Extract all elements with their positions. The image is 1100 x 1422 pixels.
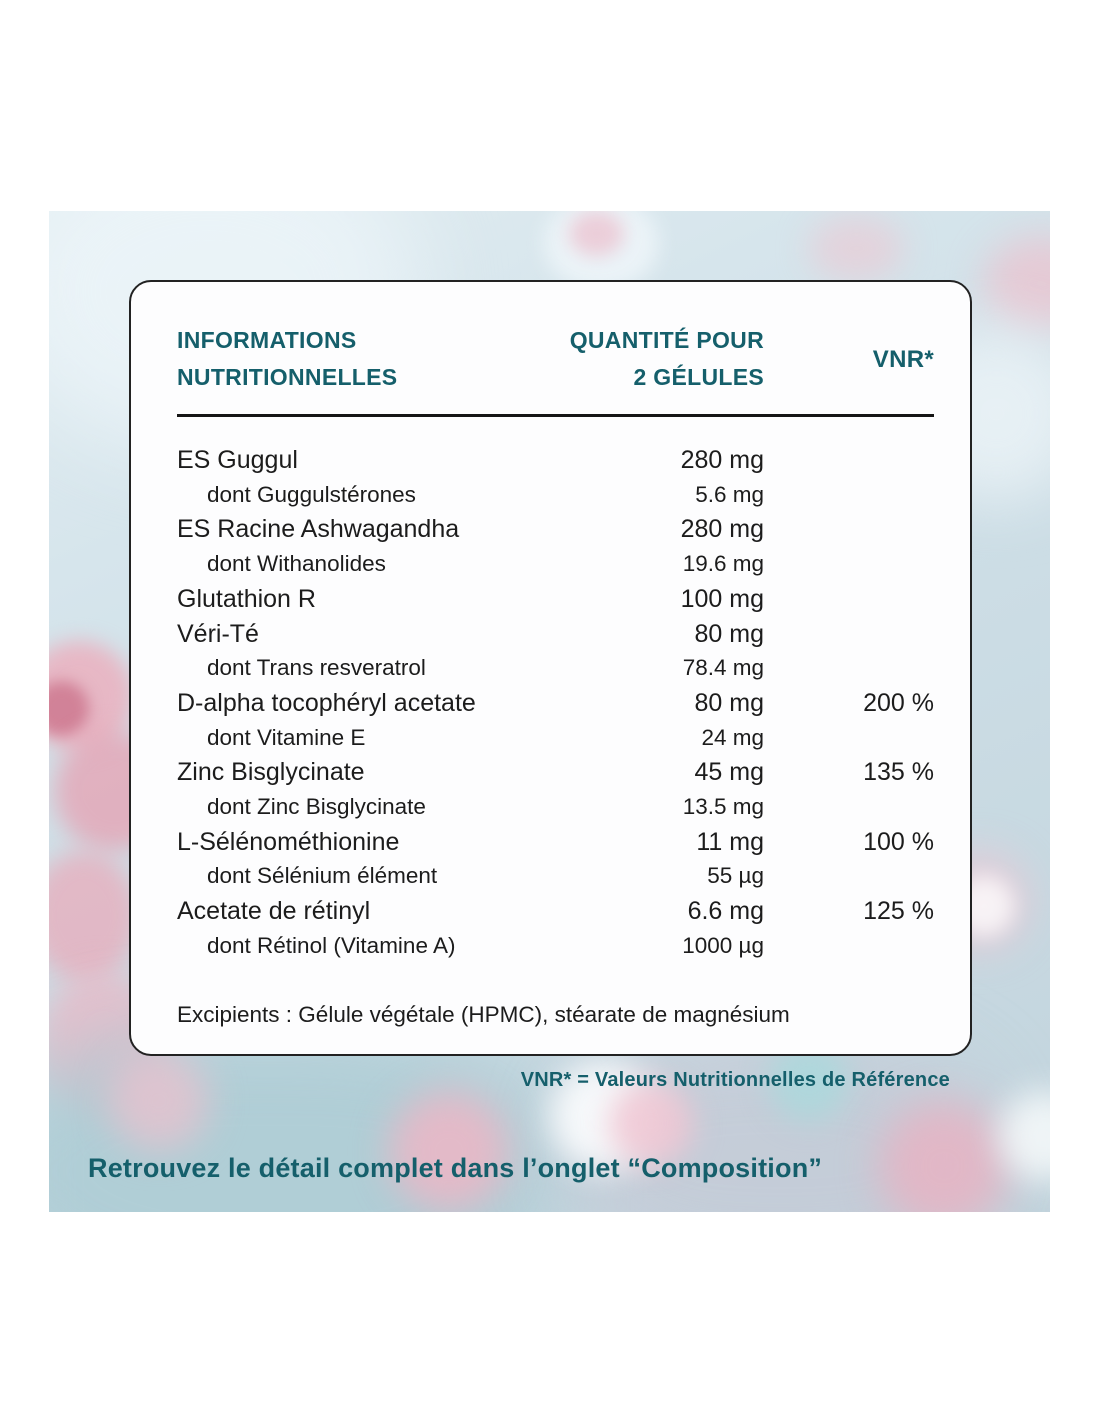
bokeh-blob — [109, 1051, 209, 1151]
molecule-sphere — [49, 851, 139, 981]
ingredient-name: D-alpha tocophéryl acetate — [177, 688, 476, 717]
ingredient-quantity: 55 µg — [707, 863, 764, 889]
ingredient-vnr-percent — [764, 582, 934, 617]
ingredient-name: dont Rétinol (Vitamine A) — [207, 932, 456, 958]
ingredient-quantity: 1000 µg — [682, 932, 764, 958]
bokeh-blob — [984, 236, 1050, 331]
table-row: Glutathion R 100 mg — [177, 582, 934, 617]
composition-caption: Retrouvez le détail complet dans l’ongle… — [88, 1153, 823, 1183]
bokeh-blob — [879, 1101, 1009, 1212]
ingredient-name: ES Guggul — [177, 446, 298, 474]
table-row: dont Trans resveratrol 78.4 mg — [177, 651, 934, 686]
ingredient-vnr-percent — [764, 512, 934, 547]
ingredient-quantity: 78.4 mg — [682, 655, 764, 681]
vnr-footnote: VNR* = Valeurs Nutritionnelles de Référe… — [520, 1069, 950, 1091]
table-row: dont Sélénium élément 55 µg — [177, 859, 934, 894]
ingredient-vnr-percent — [764, 929, 934, 964]
droplet-pink-core — [569, 211, 624, 256]
header-vnr: VNR* — [872, 345, 934, 373]
ingredient-quantity: 280 mg — [680, 446, 764, 474]
table-row: ES Racine Ashwagandha 280 mg — [177, 512, 934, 547]
table-header: INFORMATIONS NUTRITIONNELLES QUANTITÉ PO… — [177, 322, 934, 396]
ingredient-quantity: 11 mg — [696, 827, 764, 856]
ingredient-vnr-percent — [764, 547, 934, 582]
ingredient-vnr-percent — [764, 721, 934, 756]
ingredient-name: L-Sélénométhionine — [177, 827, 400, 856]
bokeh-blob — [609, 1081, 694, 1166]
table-body: ES Guggul 280 mg dont Guggulstérones 5.6… — [177, 443, 934, 964]
table-row: dont Withanolides 19.6 mg — [177, 547, 934, 582]
header-quantity-line2: 2 GÉLULES — [633, 364, 764, 390]
droplet-highlight — [544, 211, 659, 291]
ingredient-vnr-percent — [764, 651, 934, 686]
ingredient-quantity: 5.6 mg — [695, 481, 764, 507]
table-row: dont Guggulstérones 5.6 mg — [177, 478, 934, 513]
ingredient-quantity: 280 mg — [680, 515, 764, 544]
nutrition-facts-card: INFORMATIONS NUTRITIONNELLES QUANTITÉ PO… — [129, 280, 972, 1056]
ingredient-name: dont Sélénium élément — [207, 863, 438, 889]
ingredient-name: dont Zinc Bisglycinate — [207, 794, 426, 820]
ingredient-name: Glutathion R — [177, 584, 316, 613]
ingredient-quantity: 80 mg — [694, 688, 764, 717]
ingredient-name: Véri-Té — [177, 619, 259, 648]
table-row: L-Sélénométhionine 11 mg 100 % — [177, 825, 934, 860]
header-informations: INFORMATIONS NUTRITIONNELLES — [177, 322, 549, 396]
ingredient-quantity: 19.6 mg — [682, 551, 764, 577]
ingredient-quantity: 100 mg — [680, 584, 764, 613]
ingredient-name: dont Guggulstérones — [207, 481, 416, 507]
header-informations-line1: INFORMATIONS — [177, 327, 357, 353]
table-row: dont Rétinol (Vitamine A) 1000 µg — [177, 929, 934, 964]
ingredient-vnr-percent — [764, 790, 934, 825]
ingredient-vnr-percent — [764, 478, 934, 513]
table-row: dont Vitamine E 24 mg — [177, 721, 934, 756]
ingredient-vnr-percent: 100 % — [863, 827, 934, 856]
table-row: ES Guggul 280 mg — [177, 443, 934, 478]
ingredient-name: dont Withanolides — [207, 551, 386, 577]
table-row: Zinc Bisglycinate 45 mg 135 % — [177, 755, 934, 790]
ingredient-name: ES Racine Ashwagandha — [177, 515, 460, 544]
header-quantity-line1: QUANTITÉ POUR — [569, 327, 764, 353]
ingredient-quantity: 13.5 mg — [682, 794, 764, 820]
bokeh-blob — [809, 216, 904, 281]
ingredient-quantity: 45 mg — [694, 758, 764, 787]
ingredient-quantity: 80 mg — [694, 619, 764, 648]
ingredient-quantity: 24 mg — [701, 724, 764, 750]
ingredient-vnr-percent — [764, 443, 934, 478]
ingredient-name: Zinc Bisglycinate — [177, 758, 365, 787]
bokeh-blob — [389, 1091, 509, 1211]
header-divider-line — [177, 414, 934, 417]
ingredient-vnr-percent — [764, 617, 934, 652]
table-row: Véri-Té 80 mg — [177, 617, 934, 652]
excipients-note: Excipients : Gélule végétale (HPMC), sté… — [177, 1001, 790, 1027]
header-quantity: QUANTITÉ POUR 2 GÉLULES — [549, 322, 764, 396]
ingredient-vnr-percent: 200 % — [863, 688, 934, 717]
background-photo: INFORMATIONS NUTRITIONNELLES QUANTITÉ PO… — [49, 211, 1050, 1212]
ingredient-name: Acetate de rétinyl — [177, 897, 371, 926]
ingredient-vnr-percent: 125 % — [863, 897, 934, 926]
table-row: dont Zinc Bisglycinate 13.5 mg — [177, 790, 934, 825]
ingredient-name: dont Vitamine E — [207, 724, 366, 750]
ingredient-name: dont Trans resveratrol — [207, 655, 426, 681]
table-row: D-alpha tocophéryl acetate 80 mg 200 % — [177, 686, 934, 721]
ingredient-quantity: 6.6 mg — [687, 897, 764, 926]
table-row: Acetate de rétinyl 6.6 mg 125 % — [177, 894, 934, 929]
header-informations-line2: NUTRITIONNELLES — [177, 364, 398, 390]
ingredient-vnr-percent — [764, 859, 934, 894]
ingredient-vnr-percent: 135 % — [863, 758, 934, 787]
